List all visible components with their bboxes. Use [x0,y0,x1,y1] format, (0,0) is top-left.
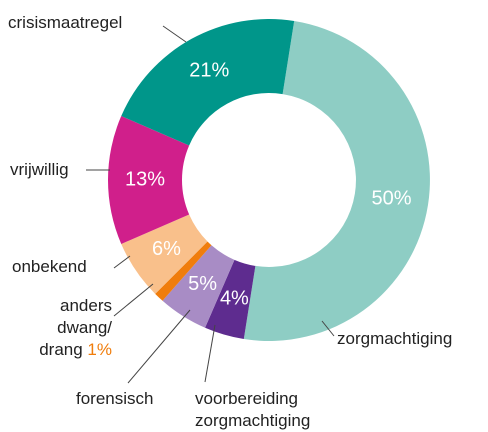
slice [162,245,235,328]
leader-line [162,25,187,43]
slice [155,241,212,301]
leader-line [204,324,216,383]
leader-line [113,283,154,317]
value-label: 21% [189,60,229,82]
slice [121,214,208,294]
value-label: 13% [125,168,165,190]
slice [121,19,295,146]
leader-line [127,309,191,384]
label: forensisch [76,389,154,408]
slice [243,20,430,341]
value-label: 50% [371,188,411,210]
leader-line [113,255,131,269]
label: zorgmachtiging [337,329,453,348]
value-label: 6% [152,238,181,260]
label: vrijwillig [10,160,69,179]
value-label: 4% [220,287,249,309]
label: voorbereiding zorgmachtiging [195,389,311,430]
label: anders dwang/ drang 1% [30,295,112,361]
slice [108,116,190,244]
value-label: 1% [87,340,112,359]
label: crisismaatregel [8,13,123,32]
slice [205,259,256,340]
leader-line [321,320,335,337]
value-label: 5% [188,273,217,295]
label: onbekend [12,257,87,276]
label: anders dwang/ drang [39,296,112,359]
